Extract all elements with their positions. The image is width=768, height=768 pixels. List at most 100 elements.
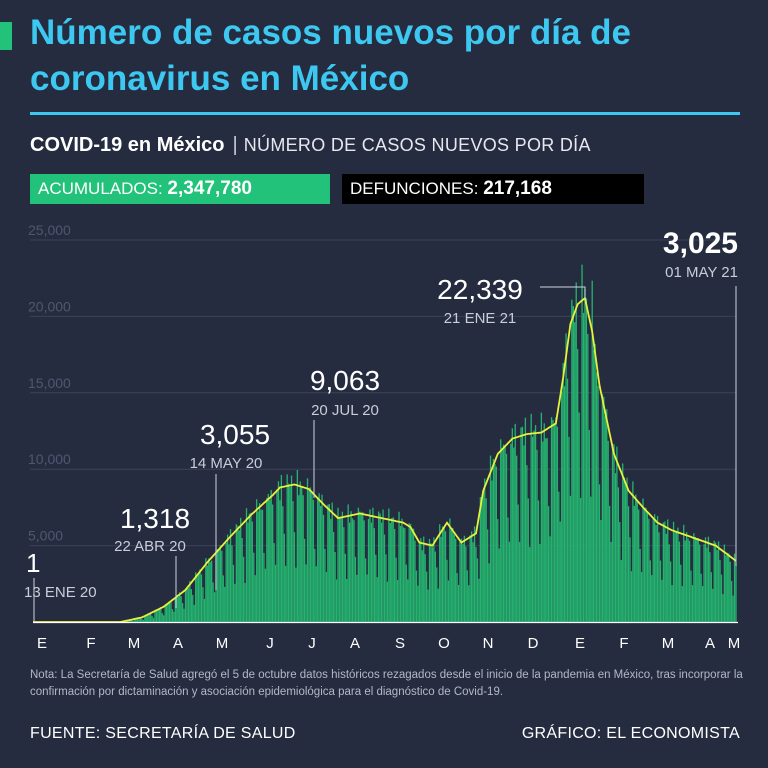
daily-case-bar [675,531,678,622]
daily-case-bar [537,500,540,622]
daily-case-bar [401,518,403,622]
daily-case-bar [337,507,339,622]
daily-case-bar [523,445,525,622]
daily-case-bar [639,548,641,622]
daily-case-bar [569,495,572,622]
daily-case-bar [168,602,171,622]
daily-case-bar [681,586,683,622]
daily-case-bar [318,493,320,622]
x-tick-label: A [350,635,360,652]
daily-case-bar [581,264,583,622]
daily-case-bar [722,594,724,622]
daily-case-bar [582,312,585,622]
daily-case-bar [405,564,407,622]
daily-case-bar [303,538,306,622]
daily-case-bar [190,589,192,622]
daily-case-bar [314,548,316,622]
daily-case-bar [359,511,361,622]
daily-case-bar [382,509,384,622]
daily-case-bar [247,522,249,622]
daily-case-bar [183,608,185,622]
daily-case-bar [527,498,529,622]
daily-case-bar [617,487,620,622]
daily-case-bar [501,447,503,622]
x-tick-label: J [266,635,274,652]
daily-case-bar [546,438,548,622]
daily-case-bar [588,429,590,622]
daily-case-bar [453,534,455,622]
daily-case-bar [486,529,489,622]
daily-case-bar [635,494,637,622]
daily-case-bar [440,536,442,622]
daily-case-bar [543,423,545,622]
daily-case-bar [610,541,612,622]
daily-case-bar [363,520,365,622]
daily-case-bar [138,617,140,622]
daily-case-bar [139,618,142,622]
defunciones-value: 217,168 [483,178,552,199]
daily-case-bar [395,557,397,622]
daily-case-bar [348,522,351,622]
daily-case-bar [459,539,461,622]
daily-case-bar [536,449,538,622]
daily-case-bar [379,513,381,622]
daily-case-bar [439,524,441,622]
daily-case-bar [293,532,296,622]
daily-case-bar [623,477,625,622]
daily-case-bar [389,522,391,622]
daily-case-bar [269,499,271,622]
daily-case-bar [549,536,551,622]
daily-case-bar [221,550,223,622]
daily-case-bar [585,298,588,622]
daily-case-bar [373,528,375,622]
acumulados-badge: ACUMULADOS: 2,347,780 [30,174,330,204]
daily-case-bar [723,544,726,622]
daily-case-bar [671,584,673,622]
daily-case-bar [558,491,560,622]
annotation-date: 14 MAY 20 [190,455,263,472]
daily-case-bar [476,558,479,622]
daily-case-bar [556,426,558,622]
daily-case-bar [241,538,243,622]
x-tick-label: A [705,635,715,652]
daily-case-bar [370,522,373,622]
graphic-credit: GRÁFICO: EL ECONOMISTA [521,725,740,742]
daily-case-bar [333,531,335,622]
daily-case-bar [455,538,457,622]
daily-case-bar [396,580,399,622]
daily-case-bar [614,473,617,622]
daily-case-bar [456,573,458,622]
y-grid: 25,000 20,000 15,000 10,000 5,000 [28,222,736,547]
daily-case-bar [408,523,410,622]
daily-case-bar [703,544,705,622]
daily-case-bar [574,322,576,622]
source-credit: FUENTE: SECRETARÍA DE SALUD [30,725,296,742]
daily-case-bar [176,595,178,622]
daily-case-bar [607,440,609,622]
daily-case-bar [324,548,326,622]
daily-case-bar [331,502,333,622]
daily-case-bar [414,540,416,622]
daily-case-bar [164,604,166,622]
subtitle-separator: | [232,134,238,156]
daily-case-bar [640,571,643,622]
daily-case-bar [533,430,535,622]
daily-case-bar [516,455,518,622]
daily-case-bar [399,525,402,622]
daily-case-bar [552,419,554,622]
daily-case-bar [179,592,181,622]
daily-case-bar [286,474,288,622]
daily-case-bar [619,522,621,622]
daily-case-bar [386,581,389,622]
daily-case-bar [624,484,627,622]
annotation-date: 01 MAY 21 [665,264,738,281]
daily-case-bar [394,528,396,622]
daily-case-bar [674,531,676,622]
daily-case-bar [228,544,230,622]
trend-curve [33,296,737,623]
x-tick-label: D [528,635,539,652]
daily-case-bar [504,445,506,622]
daily-case-bar [311,492,313,622]
daily-case-bar [338,518,341,622]
